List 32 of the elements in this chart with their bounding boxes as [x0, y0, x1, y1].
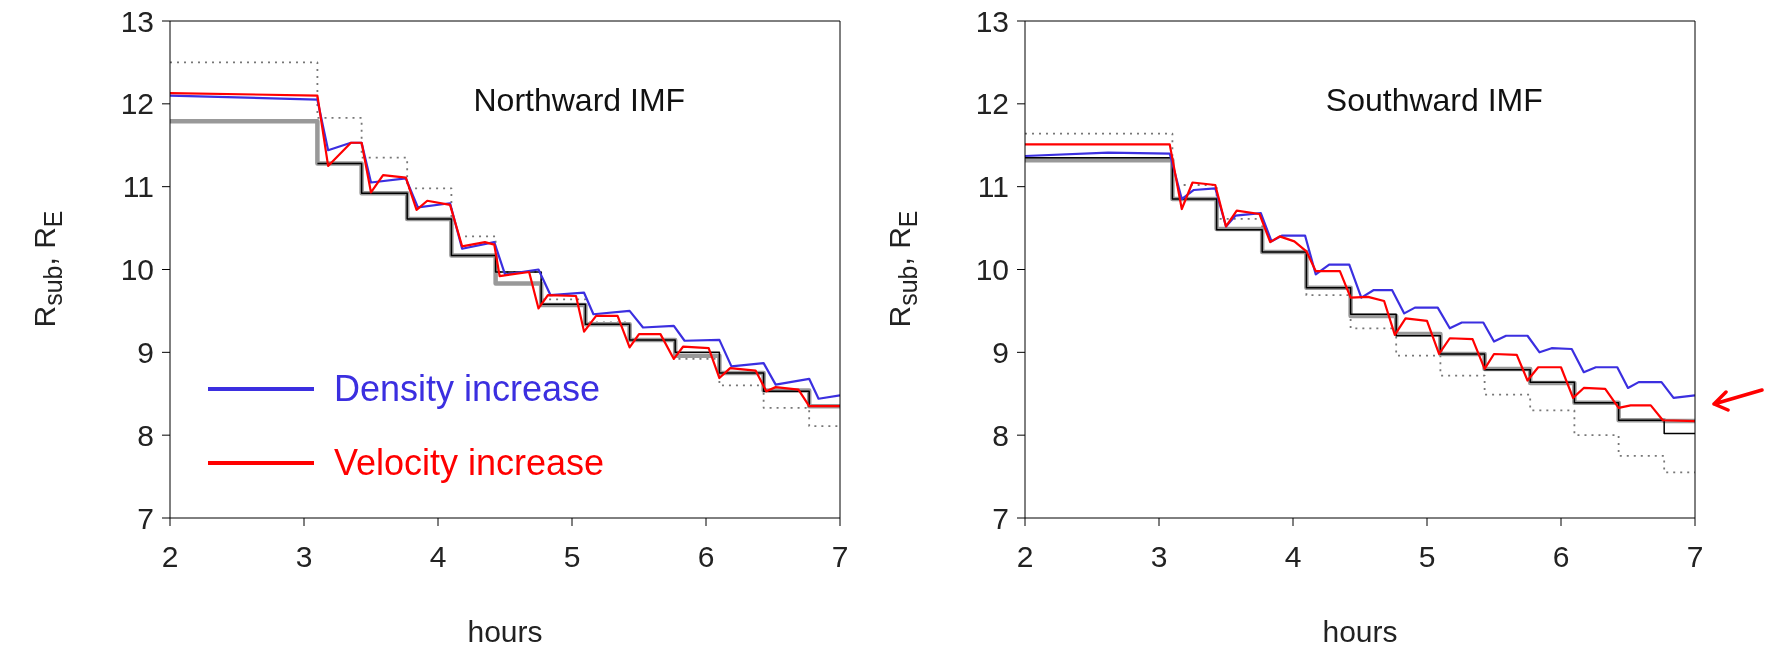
x-tick-label: 2 — [161, 540, 179, 574]
y-tick-label: 9 — [137, 335, 154, 369]
x-tick-label: 6 — [1552, 540, 1570, 574]
x-tick-label: 3 — [1150, 540, 1168, 574]
x-tick-label: 6 — [697, 540, 715, 574]
y-tick-label: 8 — [137, 418, 154, 452]
x-tick-label: 4 — [429, 540, 447, 574]
x-axis-title: hours — [1322, 615, 1398, 648]
legend-label: Velocity increase — [334, 442, 605, 484]
x-tick-label: 5 — [563, 540, 581, 574]
y-tick-label: 12 — [975, 87, 1009, 121]
x-tick-label: 4 — [1284, 540, 1302, 574]
y-tick-label: 13 — [120, 4, 154, 38]
x-tick-label: 3 — [295, 540, 313, 574]
x-tick-label: 7 — [1686, 540, 1704, 574]
y-tick-label: 9 — [992, 335, 1009, 369]
x-axis-title: hours — [467, 615, 543, 648]
y-tick-label: 8 — [992, 418, 1009, 452]
text: Northward IMF — [473, 82, 686, 119]
legend-label: Density increase — [334, 368, 601, 410]
x-tick-label: 7 — [831, 540, 849, 574]
x-tick-label: 5 — [1418, 540, 1436, 574]
y-tick-label: 7 — [137, 501, 154, 535]
y-tick-label: 11 — [122, 170, 154, 204]
y-tick-label: 7 — [992, 501, 1009, 535]
x-tick-label: 2 — [1016, 540, 1034, 574]
text: Southward IMF — [1325, 82, 1543, 119]
y-tick-label: 10 — [120, 253, 154, 287]
y-tick-label: 12 — [120, 87, 154, 121]
y-tick-label: 11 — [977, 170, 1009, 204]
y-tick-label: 13 — [975, 4, 1009, 38]
y-tick-label: 10 — [975, 253, 1009, 287]
